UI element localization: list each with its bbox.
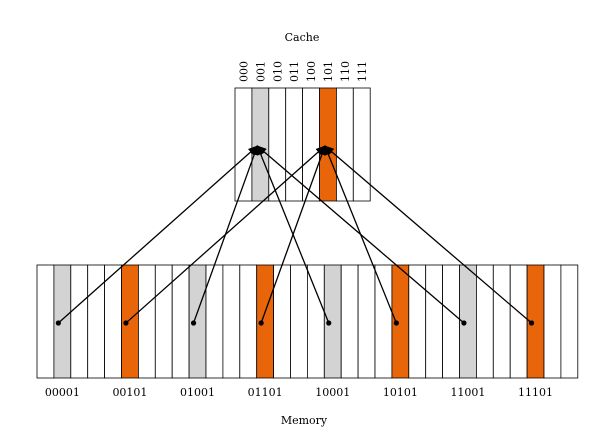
mapping-arrow-10001-to-001 — [256, 145, 330, 324]
memory-address-label: 00101 — [112, 386, 147, 399]
memory-block — [290, 264, 308, 379]
memory-address-label: 00001 — [45, 386, 80, 399]
cache-slot-label: 111 — [356, 61, 369, 82]
cache-block-010 — [268, 87, 287, 202]
memory-address-label: 11001 — [450, 386, 485, 399]
memory-address-label: 11101 — [518, 386, 553, 399]
memory-block — [374, 264, 393, 379]
mapping-origin-dot — [190, 320, 197, 326]
mapping-arrow-01001-to-001 — [192, 145, 259, 324]
cache-title: Cache — [285, 31, 320, 44]
memory-block — [560, 264, 579, 379]
memory-title: Memory — [281, 414, 328, 427]
memory-block — [492, 264, 511, 379]
memory-block — [154, 264, 173, 379]
memory-block — [408, 264, 427, 379]
memory-block — [222, 264, 241, 379]
memory-blocks — [36, 264, 579, 379]
memory-block — [239, 264, 258, 379]
cache-slot-label: 010 — [271, 61, 284, 82]
cache-block-011 — [285, 87, 304, 202]
mapping-arrow-11101-to-101 — [324, 145, 532, 324]
memory-block — [442, 264, 460, 379]
cache-block-101 — [319, 87, 337, 202]
memory-address-labels: 00001 00101 01001 01101 10001 10101 11001 11101 — [45, 386, 553, 399]
memory-address-label: 01001 — [180, 386, 215, 399]
mapping-arrow-00001-to-001 — [57, 145, 259, 324]
memory-block — [36, 264, 55, 379]
cache-slot-label: 000 — [237, 61, 250, 82]
mapping-arrows — [55, 145, 535, 326]
cache-slot-label: 011 — [288, 61, 301, 82]
memory-block — [357, 264, 376, 379]
memory-block — [87, 264, 105, 379]
memory-block — [70, 264, 89, 379]
memory-block — [425, 264, 444, 379]
cache-slot-labels: 000 001 010 011 100 101 110 111 — [237, 61, 368, 82]
mapping-arrow-11001-to-001 — [256, 145, 465, 324]
memory-address-label: 10101 — [383, 386, 418, 399]
memory-block — [306, 264, 325, 379]
memory-block — [137, 264, 156, 379]
memory-address-label: 01101 — [248, 386, 283, 399]
cache-slot-label: 110 — [339, 61, 352, 82]
cache-slot-label: 101 — [322, 61, 335, 82]
memory-block — [475, 264, 494, 379]
cache-block-001 — [251, 87, 270, 202]
cache-block-111 — [352, 87, 371, 202]
cache-slot-label: 001 — [254, 61, 267, 82]
memory-block — [171, 264, 190, 379]
memory-block — [104, 264, 122, 379]
memory-block — [543, 264, 562, 379]
cache-slot-label: 100 — [305, 61, 318, 82]
cache-block-110 — [335, 87, 354, 202]
memory-address-label: 10001 — [315, 386, 350, 399]
memory-block — [340, 264, 359, 379]
memory-block — [509, 264, 528, 379]
